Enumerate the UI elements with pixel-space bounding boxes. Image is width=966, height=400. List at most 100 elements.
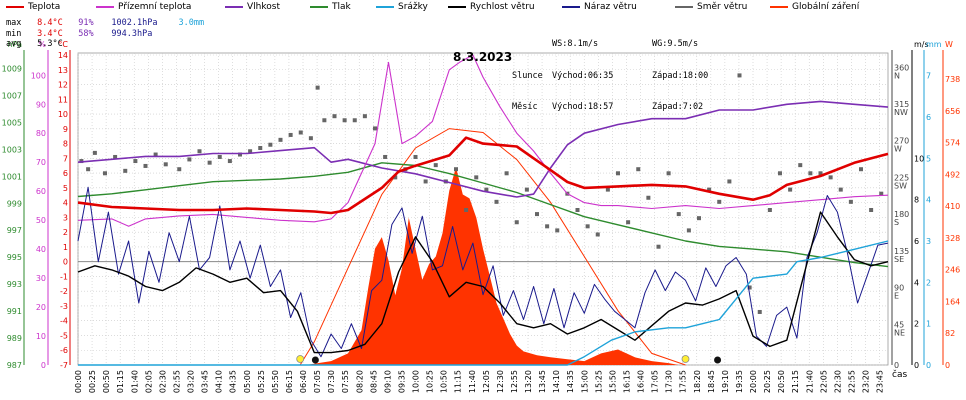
axis-direction-tick: E (894, 292, 899, 301)
ws-max: WS:8.1m/s (552, 39, 599, 49)
axis-rain-tick: 0 (926, 361, 931, 370)
direction-point (362, 114, 367, 119)
axis-temp-tick: 11 (58, 95, 68, 104)
x-tick-label: 23:20 (862, 370, 871, 393)
axis-direction-tick: NE (894, 328, 905, 337)
axis-rain-tick: 2 (926, 278, 931, 287)
axis-direction-tick: 90 (894, 284, 904, 293)
direction-point (322, 118, 327, 123)
legend-swatch (770, 5, 788, 8)
direction-point (92, 150, 97, 155)
legend-label: Přízemní teplota (118, 2, 192, 12)
axis-temp-tick: 4 (63, 199, 68, 208)
legend-item: Tlak (310, 2, 351, 12)
legend-label: Náraz větru (584, 2, 637, 12)
direction-point (217, 154, 222, 159)
axis-temp-tick: -4 (60, 317, 68, 326)
x-tick-label: 18:20 (693, 370, 702, 393)
axis-temp-tick: 5 (63, 184, 68, 193)
axis-hpa-tick: 993 (7, 280, 22, 289)
axis-wind-tick: 10 (914, 154, 924, 163)
axis-temp-tick: -6 (60, 346, 68, 355)
legend-label: Srážky (398, 2, 428, 12)
axis-rain-tick: 1 (926, 320, 931, 329)
axis-temp-tick: 7 (63, 154, 68, 163)
direction-point (494, 199, 499, 204)
x-tick-label: 02:55 (172, 370, 181, 393)
legend-label: Směr větru (697, 2, 748, 12)
axis-wind-label: m/s (914, 40, 929, 49)
axis-direction-tick: NW (894, 108, 908, 117)
direction-point (103, 171, 107, 176)
axis-direction-tick: 135 (894, 247, 909, 256)
axis-percent-tick: 100 (31, 71, 46, 80)
direction-point (514, 220, 519, 225)
x-tick-label: 01:40 (130, 370, 139, 393)
axis-radiation-tick: 246 (945, 266, 960, 275)
stats-temp: 8.4°C (37, 18, 63, 28)
moonrise-time: Východ:18:57 (552, 102, 614, 112)
legend-label: Globální záření (792, 2, 860, 12)
x-tick-label: 10:25 (426, 370, 435, 393)
direction-point (616, 171, 620, 176)
direction-point (464, 208, 469, 212)
axis-direction-tick: 45 (894, 320, 904, 329)
moonset-time: Západ:7:02 (652, 102, 704, 112)
direction-point (778, 171, 782, 176)
axis-temp-tick: -7 (60, 361, 68, 370)
axis-radiation-tick: 492 (945, 170, 960, 179)
temperature-line (77, 136, 889, 215)
axis-direction-tick: 225 (894, 173, 909, 182)
direction-point (595, 232, 600, 237)
axis-percent-tick: 40 (36, 245, 46, 254)
legend-item: Teplota (6, 2, 60, 12)
moonrise-icon (714, 356, 722, 364)
legend-label: Tlak (332, 2, 351, 12)
axis-direction-tick: 360 (894, 63, 909, 72)
x-tick-label: 10:50 (440, 370, 449, 393)
axis-temp-tick: 0 (63, 258, 68, 267)
axis-temp-label: °C (58, 40, 68, 49)
direction-point (879, 191, 884, 196)
axis-direction-tick: N (894, 71, 900, 80)
legend-label: Teplota (28, 2, 61, 12)
legend-swatch (225, 5, 243, 8)
legend-swatch (96, 5, 114, 8)
axis-percent-tick: 50 (36, 216, 46, 225)
x-tick-label: 17:55 (679, 370, 688, 393)
x-tick-label: 07:30 (327, 370, 336, 393)
x-tick-label: 00:00 (74, 370, 83, 393)
stats-row-avg: avg 5.3°C (6, 39, 219, 50)
direction-point (727, 179, 732, 184)
x-tick-label: 08:45 (369, 370, 378, 393)
axis-hpa-tick: 999 (7, 199, 22, 208)
direction-point (227, 159, 232, 164)
direction-point (859, 167, 863, 172)
sunrise-time: Východ:06:35 (552, 70, 614, 81)
axis-temp-tick: 1 (63, 243, 68, 252)
direction-point (163, 162, 168, 167)
axis-hpa-tick: 989 (7, 334, 22, 343)
x-tick-label: 03:20 (187, 370, 196, 393)
stats-label: min (6, 28, 22, 39)
axis-temp-tick: -2 (60, 287, 68, 296)
stats-row-min: min 3.4°C 58% 994.3hPa (6, 29, 219, 40)
x-tick-label: 22:55 (847, 370, 856, 393)
x-tick-label: 18:45 (707, 370, 716, 393)
axis-rain-tick: 5 (926, 154, 931, 163)
gust-line (77, 186, 889, 358)
axis-hpa-tick: 995 (7, 253, 22, 262)
x-tick-label: 07:55 (341, 370, 350, 393)
axis-wind-tick: 6 (914, 237, 919, 246)
legend-item: Přízemní teplota (96, 2, 191, 12)
x-tick-label: 20:25 (763, 370, 772, 393)
direction-point (798, 163, 803, 168)
direction-point (626, 220, 631, 225)
stats-panel: max 8.4°C 91% 1002.1hPa 3.0mm min 3.4°C … (6, 18, 219, 50)
direction-point (288, 132, 293, 137)
x-tick-label: 23:45 (876, 370, 885, 393)
moonset-icon (311, 356, 319, 364)
legend-label: Rychlost větru (470, 2, 535, 12)
x-tick-label: 12:05 (482, 370, 491, 393)
